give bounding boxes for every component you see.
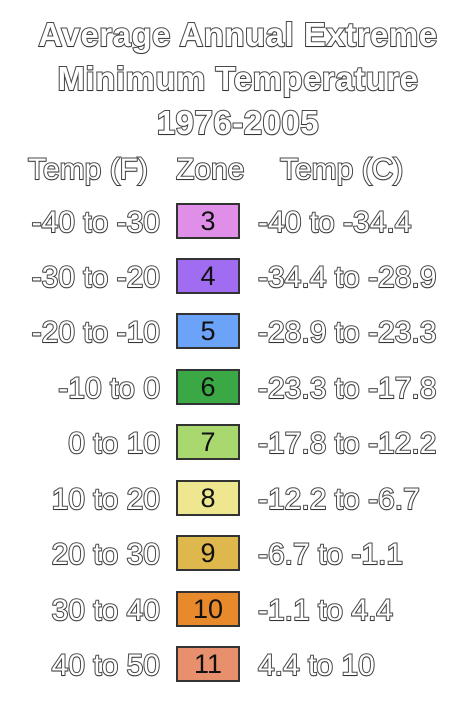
- zone-temp-c: -40 to -34.4: [257, 205, 412, 240]
- zone-row-7: 0 to 10 7 -17.8 to -12.2: [0, 424, 476, 464]
- zone-number: 4: [200, 260, 216, 291]
- zone-swatch: 3: [176, 203, 240, 239]
- zone-swatch: 7: [176, 424, 240, 460]
- zone-row-8: 10 to 20 8 -12.2 to -6.7: [0, 480, 476, 520]
- zone-temp-c: -23.3 to -17.8: [257, 371, 437, 406]
- zone-number: 10: [192, 593, 224, 624]
- zone-temp-c: -1.1 to 4.4: [257, 593, 394, 628]
- zone-temp-c: -17.8 to -12.2: [257, 426, 437, 461]
- zone-temp-c: -28.9 to -23.3: [257, 315, 437, 350]
- zone-temp-f: -10 to 0: [57, 371, 161, 406]
- zone-number: 6: [200, 371, 216, 402]
- zone-temp-f: -20 to -10: [31, 315, 161, 350]
- zone-temp-c: -6.7 to -1.1: [257, 537, 404, 572]
- zone-swatch: 11: [176, 646, 240, 682]
- header-temp-f: Temp (F): [27, 152, 149, 187]
- legend-title-line-1: Average Annual Extreme: [37, 15, 438, 54]
- header-zone: Zone: [175, 152, 245, 187]
- zone-swatch: 6: [176, 369, 240, 405]
- zone-temp-f: 40 to 50: [51, 648, 161, 683]
- zone-row-9: 20 to 30 9 -6.7 to -1.1: [0, 535, 476, 575]
- zone-number: 8: [200, 482, 216, 513]
- zone-row-6: -10 to 0 6 -23.3 to -17.8: [0, 369, 476, 409]
- zone-row-10: 30 to 40 10 -1.1 to 4.4: [0, 591, 476, 631]
- zone-temp-c: -12.2 to -6.7: [257, 482, 421, 517]
- zone-number: 3: [200, 205, 216, 236]
- zone-number: 9: [200, 537, 216, 568]
- zone-temp-f: 20 to 30: [51, 537, 161, 572]
- zone-swatch: 8: [176, 480, 240, 516]
- zone-temp-f: 10 to 20: [51, 482, 161, 517]
- zone-temp-f: 0 to 10: [67, 426, 161, 461]
- zone-row-3: -40 to -30 3 -40 to -34.4: [0, 203, 476, 243]
- zone-temp-c: -34.4 to -28.9: [257, 260, 437, 295]
- zone-row-4: -30 to -20 4 -34.4 to -28.9: [0, 258, 476, 298]
- zone-number: 7: [200, 426, 216, 457]
- zone-number: 5: [200, 315, 216, 346]
- zone-temp-f: -30 to -20: [31, 260, 161, 295]
- legend-title-line-2: Minimum Temperature: [57, 59, 419, 98]
- zone-swatch: 9: [176, 535, 240, 571]
- zone-temp-c: 4.4 to 10: [257, 648, 376, 683]
- zone-temp-f: -40 to -30: [31, 205, 161, 240]
- zone-swatch: 5: [176, 313, 240, 349]
- zone-number: 11: [193, 648, 223, 679]
- zone-swatch: 4: [176, 258, 240, 294]
- zone-temp-f: 30 to 40: [51, 593, 161, 628]
- zone-row-11: 40 to 50 11 4.4 to 10: [0, 646, 476, 686]
- legend-title-line-3: 1976-2005: [156, 103, 320, 142]
- header-temp-c: Temp (C): [279, 152, 404, 187]
- zone-row-5: -20 to -10 5 -28.9 to -23.3: [0, 313, 476, 353]
- zone-swatch: 10: [176, 591, 240, 627]
